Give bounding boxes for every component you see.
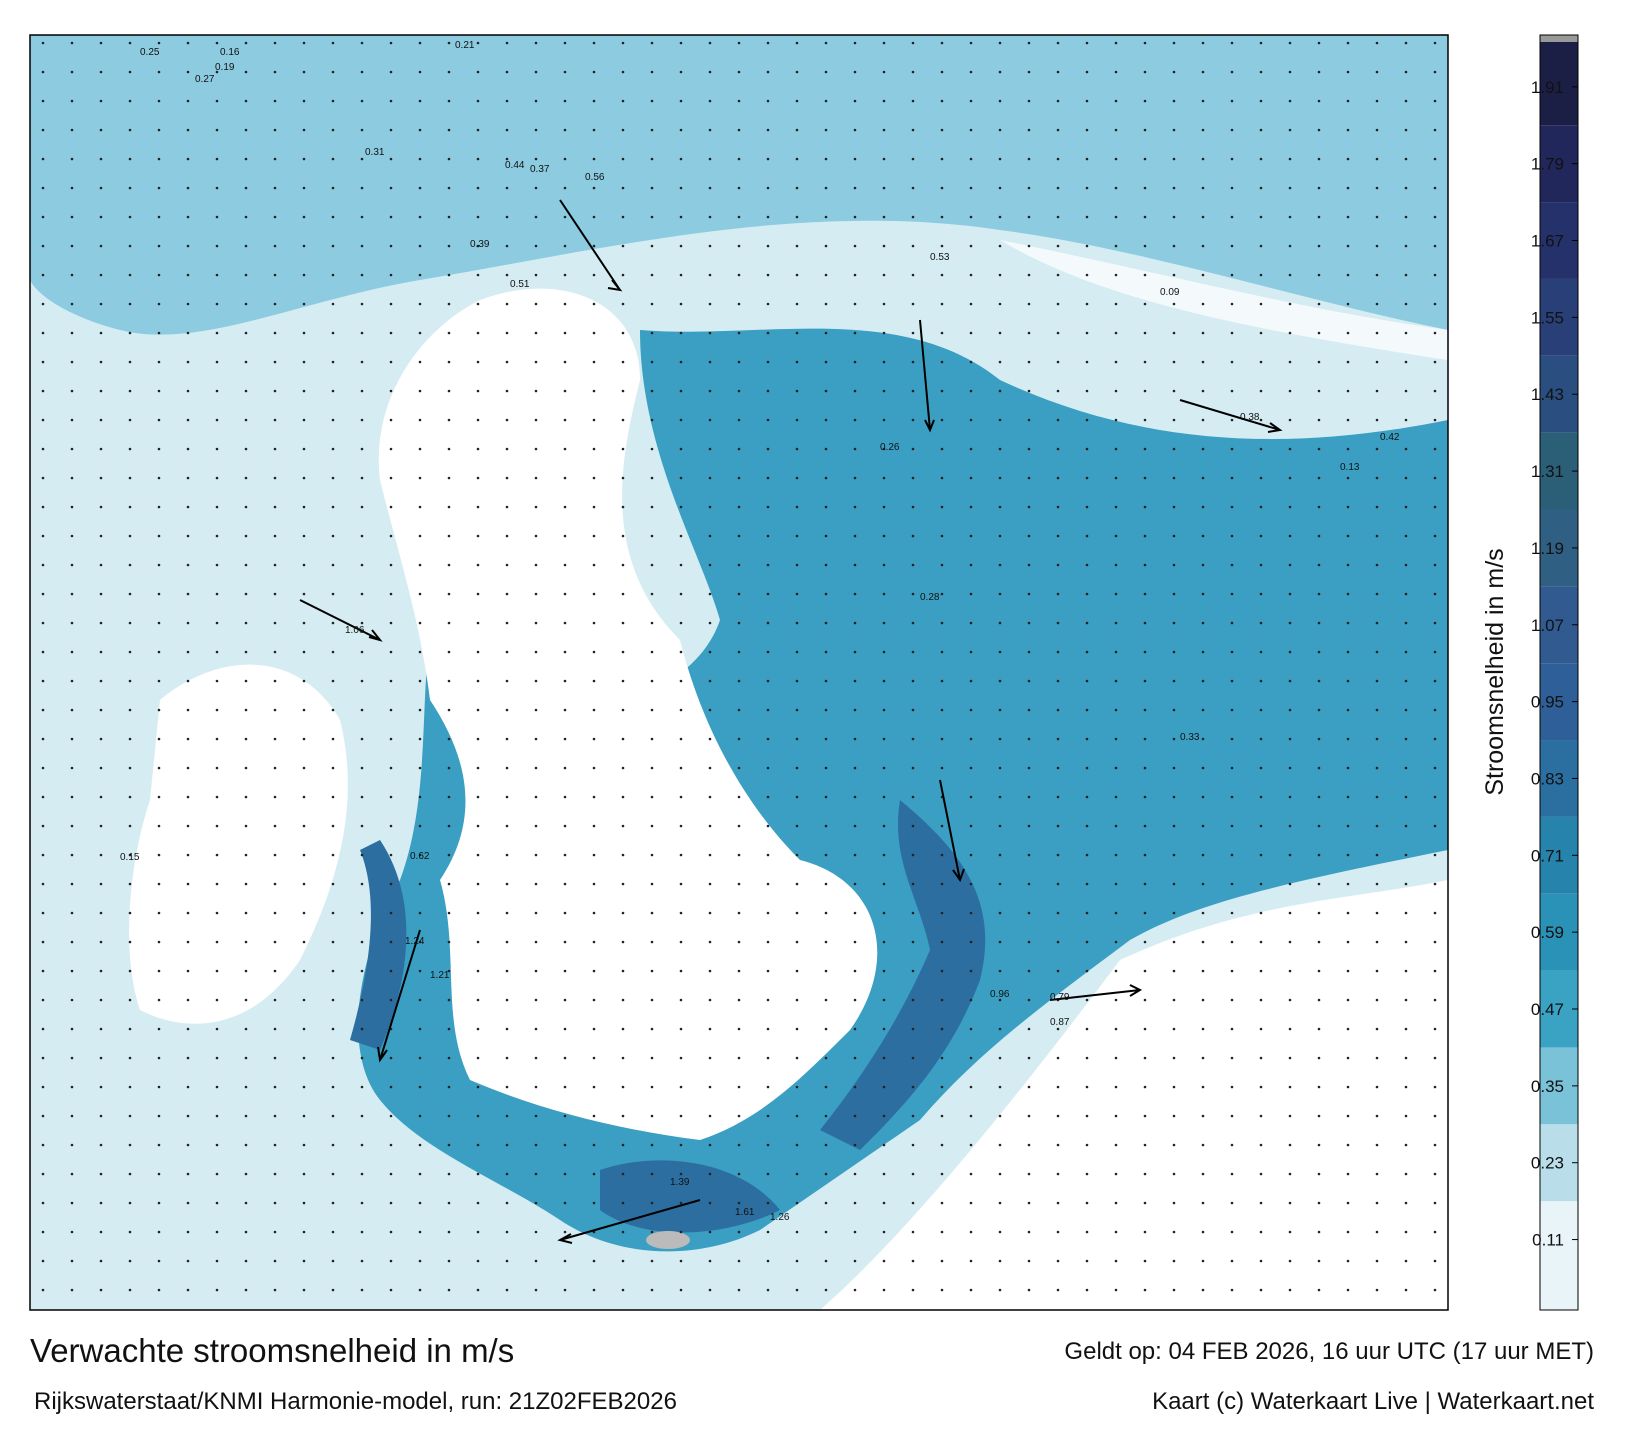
vector-grid: [30, 35, 1448, 1310]
valid-time: Geldt op: 04 FEB 2026, 16 uur UTC (17 uu…: [1064, 1338, 1594, 1365]
map-label: 0.31: [365, 147, 385, 158]
credit: Kaart (c) Waterkaart Live | Waterkaart.n…: [1152, 1388, 1594, 1415]
map-label: 0.42: [1380, 432, 1400, 443]
map-frame: [29, 34, 1449, 1311]
map-label: 1.26: [770, 1212, 790, 1223]
colorbar-tick-label: 1.31: [1531, 462, 1564, 481]
map-label: 0.87: [1050, 1017, 1070, 1028]
colorbar-tick-label: 0.11: [1532, 1231, 1564, 1250]
map-label: 0.37: [530, 164, 550, 175]
subtitle: Rijkswaterstaat/KNMI Harmonie-model, run…: [34, 1388, 677, 1415]
colorbar-tick-label: 0.35: [1531, 1077, 1564, 1096]
map-label: 0.19: [215, 62, 235, 73]
colorbar-band: [1540, 740, 1578, 817]
colorbar-band: [1540, 509, 1578, 587]
colorbar-band: [1540, 42, 1578, 126]
colorbar-tick-label: 1.55: [1531, 308, 1564, 327]
map-label: 1.61: [735, 1207, 755, 1218]
map-label: 0.53: [930, 252, 950, 263]
colorbar-label: Stroomsnelheid in m/s: [1481, 548, 1509, 795]
colorbar-tick-label: 1.19: [1531, 539, 1564, 558]
colorbar-tick-label: 1.07: [1531, 616, 1564, 635]
map-label: 0.38: [1240, 412, 1260, 423]
colorbar-tick-label: 0.95: [1531, 693, 1564, 712]
map-label: 0.51: [510, 279, 530, 290]
map-label: 0.62: [410, 851, 430, 862]
colorbar-band: [1540, 202, 1578, 279]
map-labels: 0.25 0.16 0.21 0.190.27 0.31 0.44 0.51 0.37 0.56…: [120, 40, 1400, 1223]
colorbar-band: [1540, 278, 1578, 356]
colorbar-band: [1540, 1201, 1578, 1310]
map-label: 0.44: [505, 160, 525, 171]
current-arrows: [299, 199, 1283, 1244]
colorbar-tick-label: 0.59: [1531, 923, 1564, 942]
colorbar-tick-label: 0.83: [1531, 769, 1564, 788]
colorbar-tick-label: 1.67: [1531, 232, 1564, 251]
colorbar-band: [1540, 1047, 1578, 1125]
map: 0.25 0.16 0.21 0.190.27 0.31 0.44 0.51 0.37 0.56…: [30, 35, 1448, 1310]
colorbar-band: [1540, 125, 1578, 203]
colorbar-tick-label: 1.91: [1531, 78, 1564, 97]
colorbar-band: [1540, 355, 1578, 433]
colorbar-tick-label: 1.79: [1531, 155, 1564, 174]
map-label: 0.56: [585, 172, 605, 183]
colorbar-tick-label: 0.47: [1531, 1000, 1564, 1019]
colorbar-tick-label: 0.23: [1531, 1154, 1564, 1173]
colorbar-band: [1540, 893, 1578, 971]
colorbar-tick-label: 1.43: [1531, 385, 1564, 404]
map-label: 0.25: [140, 47, 160, 58]
map-label: 1.21: [430, 970, 450, 981]
map-label: 0.79: [1050, 992, 1070, 1003]
map-label: 0.39: [470, 239, 490, 250]
map-label: 0.26: [880, 442, 900, 453]
colorbar-frame: [1539, 34, 1579, 1311]
map-label: 0.16: [220, 47, 240, 58]
colorbar-band: [1540, 432, 1578, 510]
map-label: 1.24: [405, 936, 425, 947]
map-label: 0.28: [920, 592, 940, 603]
map-label: 0.33: [1180, 732, 1200, 743]
map-label: 0.21: [455, 40, 475, 51]
map-label: 1.39: [670, 1177, 690, 1188]
colorbar-band: [1540, 970, 1578, 1048]
map-label: 0.96: [990, 989, 1010, 1000]
colorbar-band: [1540, 1124, 1578, 1202]
colorbar-band: [1540, 663, 1578, 741]
map-label: 0.27: [195, 74, 215, 85]
map-label: 0.09: [1160, 287, 1180, 298]
colorbar-cap: [1540, 35, 1578, 42]
colorbar-tick-label: 0.71: [1531, 846, 1564, 865]
colorbar-band: [1540, 586, 1578, 664]
map-label: 1.06: [345, 625, 365, 636]
colorbar-band: [1540, 816, 1578, 894]
colorbar: 0.11 0.23 0.35 0.47 0.59 0.71 0.83 0.95 1.07 1.19…: [1531, 34, 1579, 1311]
title: Verwachte stroomsnelheid in m/s: [30, 1332, 515, 1369]
map-label: 0.13: [1340, 462, 1360, 473]
map-label: 0.15: [120, 852, 140, 863]
